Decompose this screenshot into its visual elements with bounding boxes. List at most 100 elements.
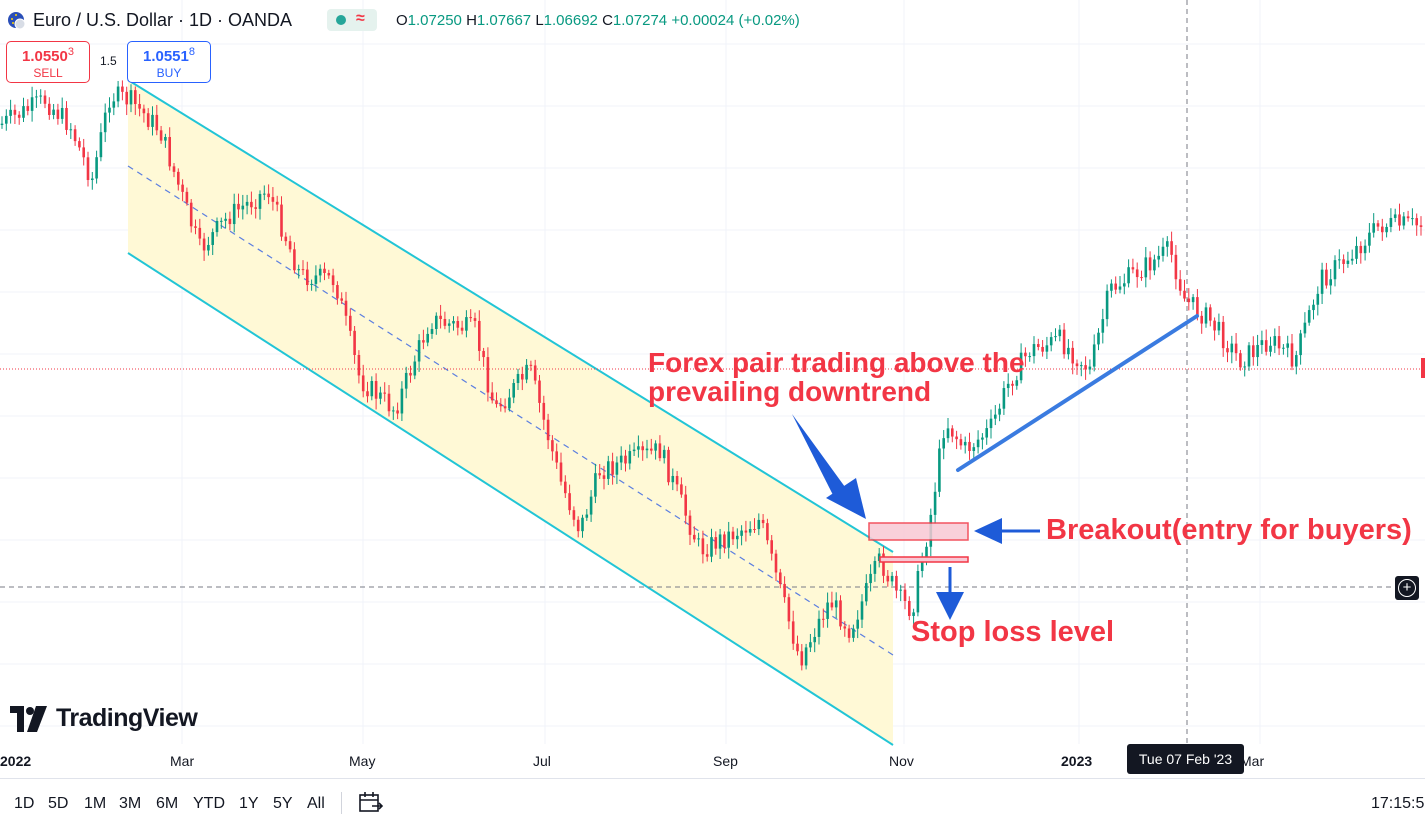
candle-body (181, 184, 184, 192)
candle-body (1359, 245, 1363, 254)
candle-body (327, 273, 331, 276)
candle-body (710, 537, 713, 557)
trend-annotation-line1: Forex pair trading above the (648, 347, 1025, 378)
candle-body (1312, 304, 1315, 311)
candle-body (1402, 216, 1406, 226)
xaxis-label: Nov (889, 753, 914, 769)
candle-body (413, 361, 417, 376)
candle-body (35, 96, 38, 98)
bottom-toolbar: 1D 5D 1M 3M 6M YTD 1Y 5Y All 17:15:5 (0, 778, 1425, 823)
candle-body (1325, 269, 1328, 286)
timeframe-5y[interactable]: 5Y (273, 795, 293, 812)
candle-body (9, 109, 12, 116)
timeframe-all[interactable]: All (307, 795, 325, 812)
candle-body (250, 201, 253, 208)
candle-body (770, 540, 773, 554)
candle-body (1032, 344, 1036, 357)
candle-body (271, 197, 275, 202)
candle-body (624, 455, 627, 464)
candle-body (1350, 258, 1354, 261)
timeframe-ytd[interactable]: YTD (193, 795, 225, 812)
candle-body (675, 475, 679, 485)
candle-body (1286, 343, 1289, 348)
candle-body (985, 428, 988, 438)
tradingview-logo[interactable]: TradingView (10, 704, 198, 733)
clock[interactable]: 17:15:5 (1371, 795, 1425, 812)
low-key: L (535, 12, 544, 29)
tradingview-logo-icon (10, 705, 47, 732)
timeframe-1m[interactable]: 1M (84, 795, 107, 812)
price-chart[interactable] (0, 0, 1425, 778)
candle-body (1389, 217, 1393, 227)
candle-body (916, 571, 920, 613)
candle-body (895, 575, 898, 591)
candle-body (920, 560, 924, 572)
candle-body (383, 392, 386, 394)
timeframe-5d[interactable]: 5D (48, 795, 69, 812)
sell-button[interactable]: 1.05503 SELL (6, 41, 90, 83)
candle-body (787, 597, 791, 622)
trend-annotation-line2: prevailing downtrend (648, 376, 932, 407)
timeframe-3m[interactable]: 3M (119, 795, 142, 812)
timeframe-6m[interactable]: 6M (156, 795, 179, 812)
market-status-pill[interactable]: ≈ (327, 9, 377, 31)
candle-body (779, 572, 782, 584)
candle-body (684, 494, 687, 516)
candle-body (1114, 283, 1117, 290)
candle-body (933, 491, 937, 515)
candle-body (146, 113, 150, 127)
candle-body (1071, 347, 1074, 364)
candle-body (151, 114, 154, 127)
candle-body (538, 380, 541, 403)
candle-body (908, 601, 911, 616)
candle-body (1127, 267, 1130, 284)
candle-body (177, 171, 180, 185)
candle-body (194, 226, 197, 228)
timeframe-1y[interactable]: 1Y (239, 795, 259, 812)
candle-body (1307, 310, 1311, 323)
candle-body (899, 589, 902, 591)
candle-body (103, 112, 107, 133)
candle-body (1372, 223, 1375, 233)
candle-body (69, 129, 73, 131)
timeframe-1d[interactable]: 1D (14, 795, 35, 812)
candle-body (968, 441, 971, 451)
candle-body (955, 436, 958, 440)
candle-body (1247, 345, 1251, 367)
candle-body (1264, 340, 1268, 352)
sell-label: SELL (33, 66, 63, 80)
candle-body (215, 220, 219, 233)
candle-body (813, 636, 816, 643)
calendar-goto-icon[interactable] (358, 791, 384, 813)
candle-body (392, 410, 395, 412)
candle-body (185, 191, 189, 203)
candle-body (912, 612, 915, 616)
xaxis-label: 2023 (1061, 753, 1093, 769)
candle-body (641, 446, 644, 451)
candle-body (1419, 225, 1423, 227)
candle-body (774, 553, 778, 573)
candle-body (1183, 290, 1186, 299)
candle-body (886, 575, 890, 582)
candle-body (1196, 297, 1199, 316)
candle-body (972, 447, 976, 451)
symbol-title[interactable]: Euro / U.S. Dollar · 1D · OANDA (33, 10, 293, 30)
candle-body (740, 530, 743, 536)
candle-body (688, 515, 692, 535)
candle-body (400, 388, 404, 414)
buy-button[interactable]: 1.05518 BUY (127, 41, 211, 83)
candle-body (585, 514, 589, 518)
candle-body (1118, 286, 1122, 290)
candle-body (460, 327, 464, 331)
candle-body (1342, 259, 1345, 264)
xaxis-label: Mar (170, 753, 195, 769)
candle-body (572, 510, 576, 520)
candle-body (1346, 260, 1350, 264)
stop-loss-annotation: Stop loss level (911, 616, 1115, 648)
candle-body (1230, 343, 1234, 353)
candle-body (589, 496, 593, 515)
candle-body (959, 439, 963, 446)
candle-body (202, 238, 206, 251)
add-alert-button[interactable]: + (1395, 576, 1419, 600)
channel-mid-line (127, 165, 894, 656)
